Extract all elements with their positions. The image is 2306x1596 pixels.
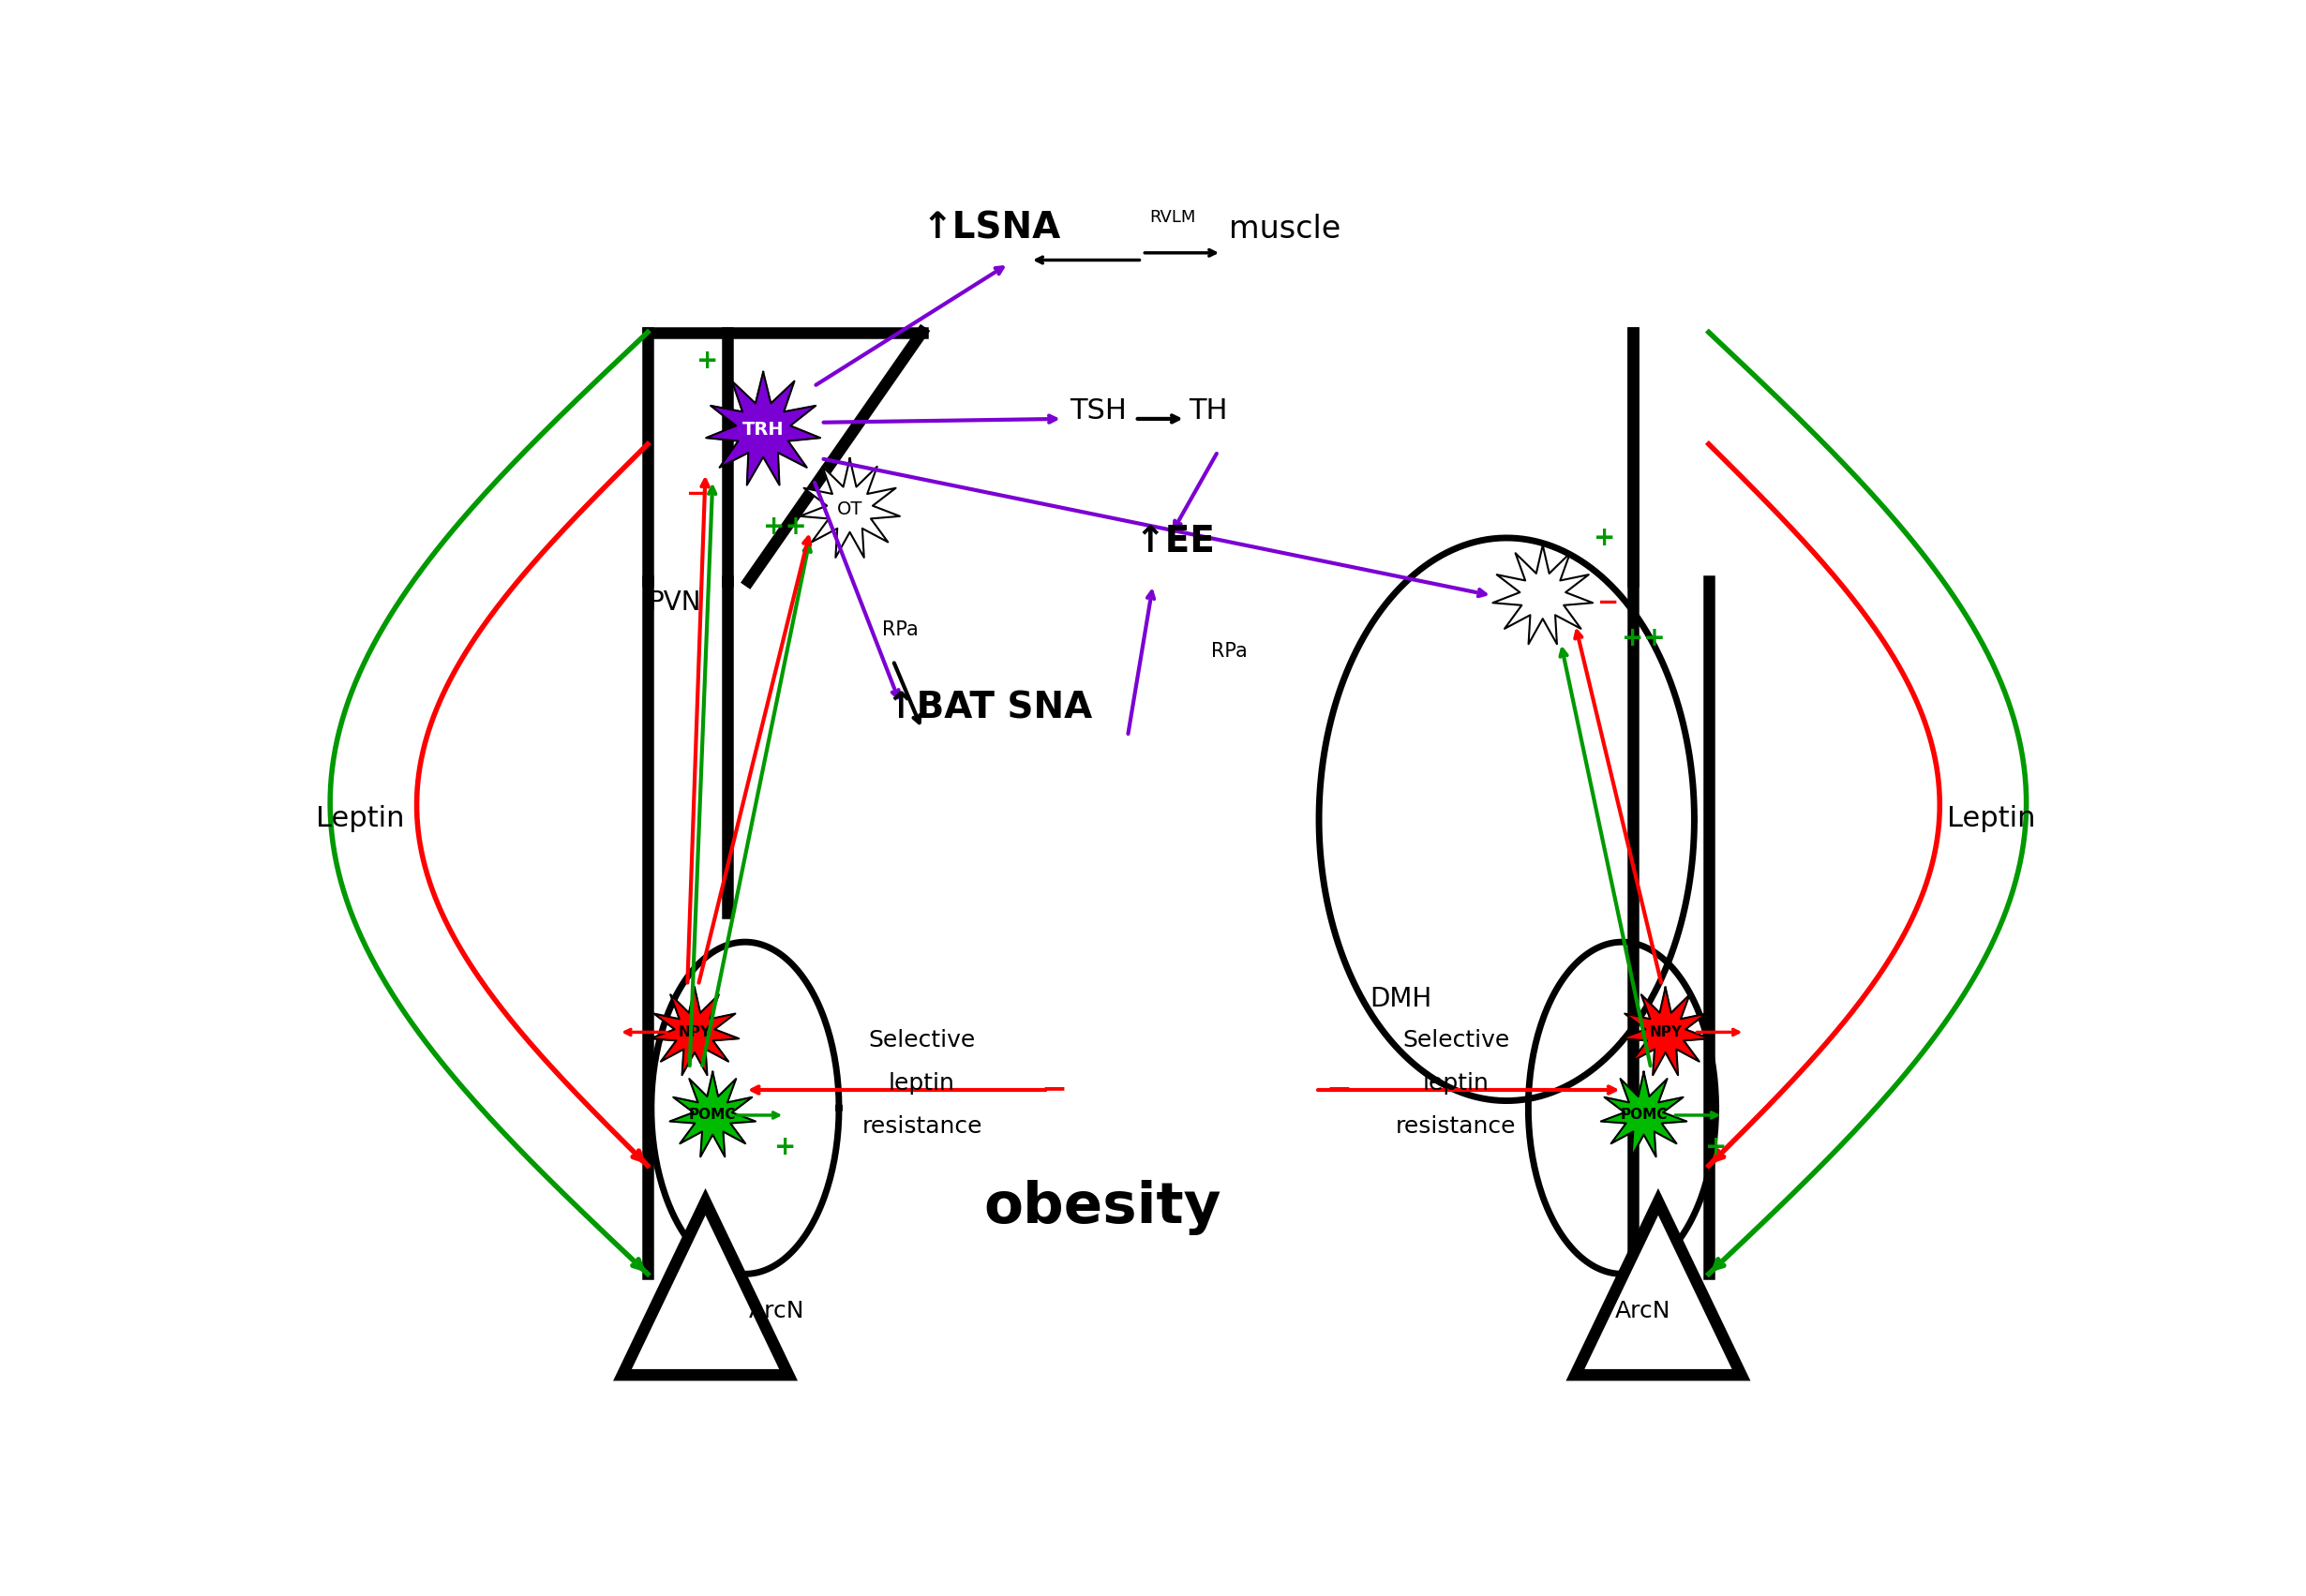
- Text: NPY: NPY: [678, 1025, 710, 1039]
- Text: RVLM: RVLM: [1148, 209, 1195, 225]
- Text: ++: ++: [1621, 626, 1665, 651]
- Text: +: +: [1704, 1135, 1727, 1160]
- Text: obesity: obesity: [985, 1181, 1222, 1235]
- Text: OT: OT: [837, 500, 862, 519]
- Text: muscle: muscle: [1229, 214, 1340, 244]
- Text: Leptin: Leptin: [316, 804, 404, 832]
- Polygon shape: [623, 1202, 789, 1376]
- Text: ↑BAT SNA: ↑BAT SNA: [886, 689, 1093, 726]
- Text: TRH: TRH: [743, 421, 784, 439]
- Text: −: −: [685, 482, 708, 508]
- Text: DMH: DMH: [1370, 986, 1432, 1012]
- Text: ↑LSNA: ↑LSNA: [922, 211, 1061, 246]
- Polygon shape: [669, 1073, 756, 1157]
- Polygon shape: [706, 372, 821, 485]
- Text: PVN: PVN: [648, 589, 701, 616]
- Text: NPY: NPY: [1649, 1025, 1681, 1039]
- Text: ArcN: ArcN: [1614, 1299, 1670, 1321]
- Text: RPa: RPa: [1211, 642, 1248, 661]
- Text: leptin: leptin: [1423, 1073, 1490, 1095]
- Text: RPa: RPa: [883, 621, 918, 638]
- Polygon shape: [1492, 546, 1593, 645]
- Polygon shape: [1529, 942, 1716, 1274]
- Text: −: −: [1598, 589, 1619, 616]
- Polygon shape: [1319, 538, 1695, 1101]
- Text: POMC: POMC: [689, 1108, 736, 1122]
- Text: ↑EE: ↑EE: [1135, 523, 1215, 560]
- Text: +: +: [1593, 525, 1614, 551]
- Text: ArcN: ArcN: [749, 1299, 805, 1321]
- Polygon shape: [1575, 1202, 1741, 1376]
- Text: Selective: Selective: [1402, 1029, 1510, 1052]
- Text: ++: ++: [763, 514, 807, 539]
- Text: +: +: [775, 1135, 796, 1160]
- Text: −: −: [1040, 1073, 1068, 1104]
- Text: TH: TH: [1190, 397, 1229, 425]
- Text: resistance: resistance: [862, 1116, 982, 1138]
- Text: leptin: leptin: [888, 1073, 955, 1095]
- Text: POMC: POMC: [1621, 1108, 1667, 1122]
- Polygon shape: [650, 988, 738, 1076]
- Polygon shape: [650, 942, 839, 1274]
- Text: +: +: [696, 348, 719, 373]
- Polygon shape: [1621, 988, 1709, 1076]
- Polygon shape: [1600, 1073, 1686, 1157]
- Text: Leptin: Leptin: [1946, 804, 2036, 832]
- Text: Selective: Selective: [869, 1029, 975, 1052]
- Polygon shape: [800, 458, 899, 557]
- Text: TSH: TSH: [1070, 397, 1128, 425]
- Text: −: −: [1326, 1073, 1351, 1104]
- Text: resistance: resistance: [1395, 1116, 1517, 1138]
